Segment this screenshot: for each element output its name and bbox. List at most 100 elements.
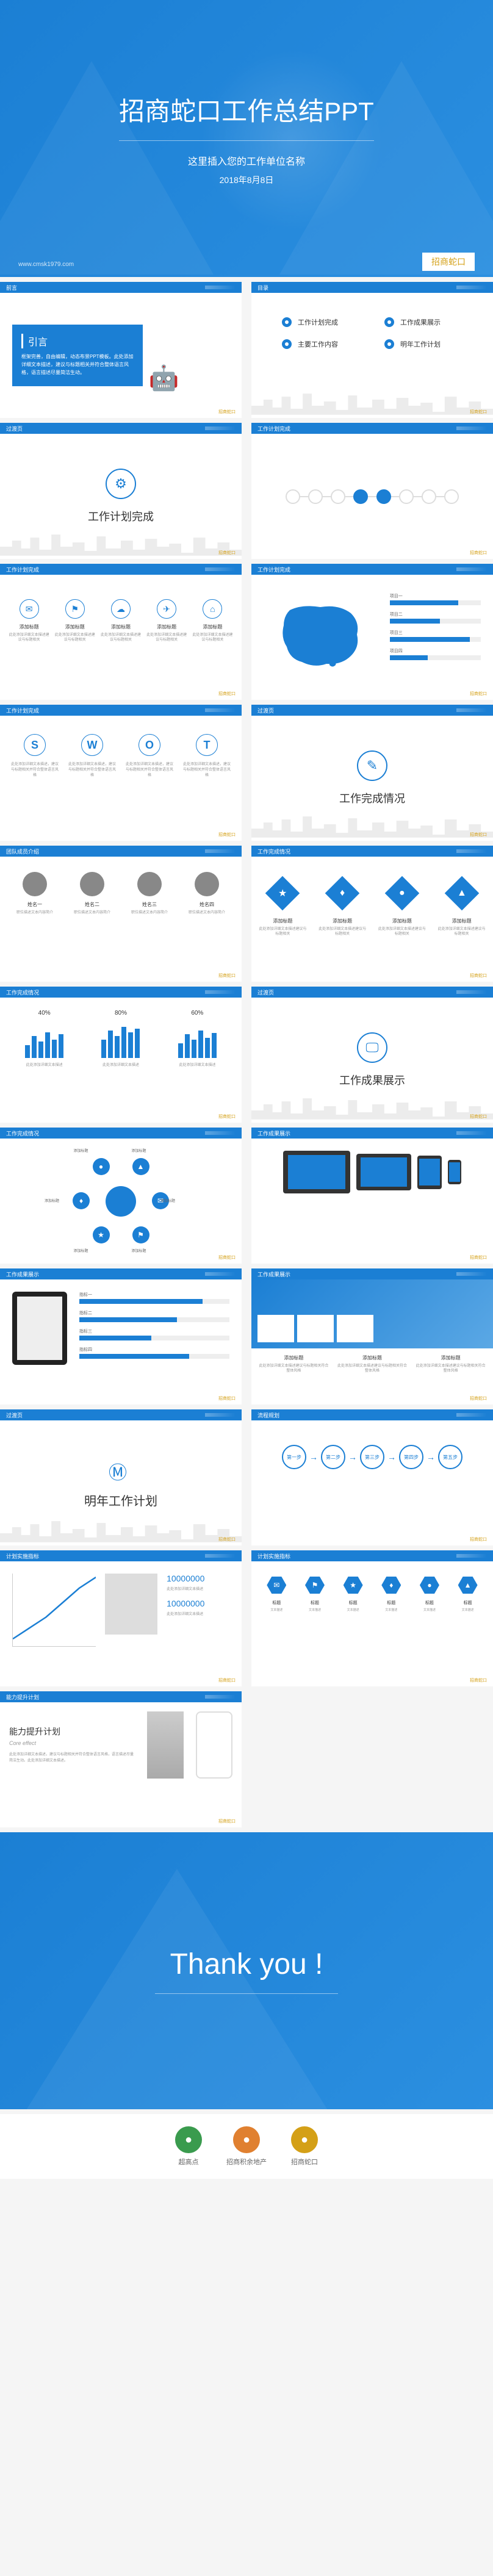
- arrow-icon: →: [348, 1452, 357, 1462]
- hex-desc: 文本描述: [298, 1608, 332, 1612]
- member-name: 姓名三: [124, 901, 175, 908]
- section-slide-2: 过渡页 ✎ 工作完成情况 招商蛇口: [251, 705, 493, 841]
- logo-label: 招商积余地产: [226, 2157, 267, 2167]
- logo-label: 超高点: [179, 2157, 199, 2167]
- diamond-desc: 此处添加详细文本描述建议与标题相关: [377, 927, 428, 937]
- toc-item: 主要工作内容: [282, 339, 360, 349]
- bar-item: 项目三: [390, 630, 481, 642]
- laptop-mockup: [283, 1151, 350, 1193]
- swot-column: W此处添加详细文本描述，建议与标题相关并符合整体语言风格: [67, 734, 118, 779]
- banner-col-desc: 此处添加详细文本描述建议与标题相关符合整体风格: [414, 1364, 487, 1374]
- china-map: [257, 581, 384, 694]
- feature-icon: ⌂: [203, 599, 222, 619]
- bar-item: 项目一: [390, 593, 481, 605]
- bar-label: 项目二: [390, 611, 481, 617]
- banner-column: 添加标题此处添加详细文本描述建议与标题相关符合整体风格: [336, 1355, 409, 1374]
- hex-desc: 文本描述: [450, 1608, 484, 1612]
- barchart-group: 40%此处添加详细文本描述: [10, 1010, 79, 1068]
- banner-col-desc: 此处添加详细文本描述建议与标题相关符合整体风格: [257, 1364, 330, 1374]
- tablet-slide: 工作成果展示 指标一指标二指标三指标四 招商蛇口: [0, 1268, 242, 1405]
- hex-desc: 文本描述: [412, 1608, 447, 1612]
- icon-desc: 此处添加详细文本描述建议与标题相关: [146, 633, 187, 643]
- banner-column: 添加标题此处添加详细文本描述建议与标题相关符合整体风格: [257, 1355, 330, 1374]
- growth-image: [105, 1574, 157, 1635]
- swot-letter: W: [81, 734, 103, 756]
- swot-letter: T: [196, 734, 218, 756]
- toc-item: 工作计划完成: [282, 317, 360, 327]
- monitor-icon: 🖵: [357, 1032, 387, 1063]
- hex-title: 标题: [336, 1600, 370, 1606]
- toc-item: 明年工作计划: [384, 339, 462, 349]
- section-slide-3: 过渡页 🖵 工作成果展示 招商蛇口: [251, 987, 493, 1123]
- process-step: 第二步: [321, 1445, 345, 1469]
- bar-label: 指标四: [79, 1347, 229, 1353]
- brand-logo: ●超高点: [175, 2126, 202, 2167]
- barchart-group: 80% 此处添加详细文本描述: [87, 1010, 156, 1068]
- diamond-shape: ●: [385, 876, 420, 911]
- map-slide: 工作计划完成 项目一项目二项目三项目四 招商蛇口: [251, 564, 493, 700]
- banner-col-title: 添加标题: [257, 1355, 330, 1361]
- diamond-icon: ★: [278, 887, 287, 899]
- banner-col-title: 添加标题: [336, 1355, 409, 1361]
- member-role: 职位描述文本内容简介: [124, 910, 175, 915]
- hex-icon: ♦: [381, 1577, 401, 1594]
- circle-label: 添加标题: [45, 1198, 81, 1203]
- icon-column: ✉添加标题此处添加详细文本描述建议与标题相关: [9, 599, 50, 643]
- diamond-shape: ▲: [444, 876, 479, 911]
- intro-slide: 前言 引言 框架完善，自由编辑，动态布景PPT模板。此处添加详细文本描述，建议与…: [0, 282, 242, 418]
- circle-label: 添加标题: [74, 1148, 110, 1153]
- avatar: [80, 872, 104, 896]
- growth-number-block: 10000000此处添加详细文本描述: [167, 1574, 229, 1591]
- banner-image: [251, 1279, 493, 1348]
- circle-label: 添加标题: [160, 1198, 197, 1203]
- tablet-mockup: [417, 1156, 442, 1189]
- toc-label: 明年工作计划: [400, 339, 441, 349]
- member-role: 职位描述文本内容简介: [182, 910, 232, 915]
- icon-desc: 此处添加详细文本描述建议与标题相关: [192, 633, 234, 643]
- hex-row: ✉标题文本描述⚑标题文本描述★标题文本描述♦标题文本描述●标题文本描述▲标题文本…: [251, 1561, 493, 1627]
- swot-column: S此处添加详细文本描述，建议与标题相关并符合整体语言风格: [10, 734, 60, 779]
- swot-column: O 此处添加详细文本描述，建议与标题相关并符合整体语言风格: [124, 734, 175, 779]
- diamond-title: 添加标题: [436, 918, 487, 924]
- barchart-desc: 此处添加详细文本描述: [87, 1063, 156, 1068]
- map-bars: 项目一项目二项目三项目四: [384, 581, 487, 694]
- circle-label: 添加标题: [132, 1248, 168, 1253]
- icon-column: ☁添加标题此处添加详细文本描述建议与标题相关: [100, 599, 142, 643]
- swot-text: 此处添加详细文本描述，建议与标题相关并符合整体语言风格: [10, 762, 60, 779]
- growth-number-desc: 此处添加详细文本描述: [167, 1586, 229, 1591]
- tablet-bars: 指标一指标二指标三指标四: [79, 1292, 229, 1365]
- devices-mockup: [251, 1139, 493, 1206]
- intro-box: 引言 框架完善，自由编辑，动态布景PPT模板。此处添加详细文本描述，建议与标题相…: [12, 325, 143, 386]
- growth-slide: 计划实施指标 10000000此处添加详细文本描述10000000此处添加详细文…: [0, 1550, 242, 1686]
- banner-column: 添加标题此处添加详细文本描述建议与标题相关符合整体风格: [414, 1355, 487, 1374]
- barchart-pct: 80%: [87, 1010, 156, 1016]
- hex-column: ⚑标题文本描述: [298, 1577, 332, 1612]
- diamond-column: ★添加标题此处添加详细文本描述建议与标题相关: [257, 875, 308, 937]
- hex-title: 标题: [374, 1600, 408, 1606]
- barchart-desc: 此处添加详细文本描述: [10, 1063, 79, 1068]
- timeline-dot: [399, 489, 414, 504]
- barchart-bars: [87, 1021, 156, 1058]
- barchart-bars: [163, 1021, 232, 1058]
- swot-text: 此处添加详细文本描述，建议与标题相关并符合整体语言风格: [124, 762, 175, 779]
- swot-letter: O: [139, 734, 160, 756]
- bar-label: 指标一: [79, 1292, 229, 1298]
- circle-label: 添加标题: [74, 1248, 110, 1253]
- hex-icon: ⚑: [305, 1577, 325, 1594]
- hex-slide: 计划实施指标 ✉标题文本描述⚑标题文本描述★标题文本描述♦标题文本描述●标题文本…: [251, 1550, 493, 1686]
- icon-cols-slide: 工作计划完成 ✉添加标题此处添加详细文本描述建议与标题相关⚑添加标题此处添加详细…: [0, 564, 242, 700]
- toc-item: 工作成果展示: [384, 317, 462, 327]
- feature-icon: ⚑: [65, 599, 85, 619]
- diamond-shape: ★: [265, 876, 300, 911]
- toc-label: 工作成果展示: [400, 317, 441, 327]
- slide-footer-logo: 招商蛇口: [218, 409, 236, 415]
- barcharts: 40%此处添加详细文本描述80%此处添加详细文本描述60%此处添加详细文本描述: [0, 998, 242, 1080]
- swot-slide: 工作计划完成 S此处添加详细文本描述，建议与标题相关并符合整体语言风格W此处添加…: [0, 705, 242, 841]
- diamond-icon: ▲: [457, 888, 467, 899]
- hex-icon: ●: [420, 1577, 439, 1594]
- member-role: 职位描述文本内容简介: [67, 910, 118, 915]
- diamonds-slide: 工作完成情况 ★添加标题此处添加详细文本描述建议与标题相关♦添加标题此处添加详细…: [251, 846, 493, 982]
- icon-row: ✉添加标题此处添加详细文本描述建议与标题相关⚑添加标题此处添加详细文本描述建议与…: [0, 575, 242, 667]
- plan-title: 明年工作计划: [84, 1491, 157, 1509]
- logo-badge: ●: [291, 2126, 318, 2153]
